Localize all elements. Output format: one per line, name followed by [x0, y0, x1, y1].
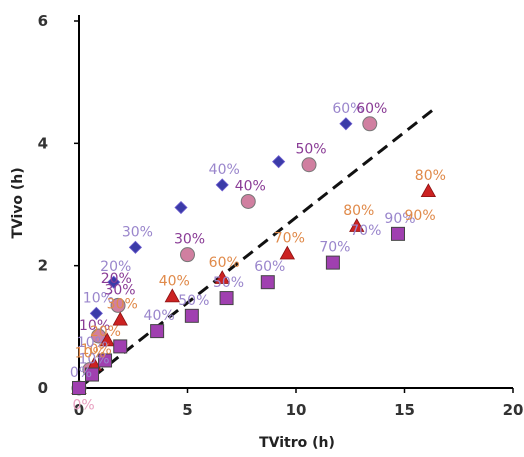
- x-tick-label: 5: [182, 401, 192, 419]
- annotation-label: 20%: [101, 271, 132, 287]
- point-label: 60%: [209, 255, 240, 271]
- point-label: 60%: [356, 101, 387, 117]
- diamond-point: [215, 178, 229, 192]
- y-tick-label: 4: [38, 134, 48, 152]
- point-label: 30%: [122, 224, 153, 240]
- point-label: 80%: [415, 168, 446, 184]
- x-axis-label: TVitro (h): [259, 435, 335, 451]
- y-axis-label: TVivo (h): [10, 167, 26, 238]
- annotation-label: 10%: [79, 318, 110, 334]
- point-label: 80%: [343, 203, 374, 219]
- triangle-point: [112, 311, 128, 326]
- annotation-label: 70%: [350, 223, 381, 239]
- triangle-point: [164, 288, 180, 303]
- circle-point: [362, 116, 378, 132]
- square-point: [98, 353, 113, 368]
- diamond-point: [89, 306, 103, 320]
- point-label: 40%: [144, 308, 175, 324]
- square-point: [150, 324, 165, 339]
- annotation-label: 20%: [90, 324, 121, 340]
- point-label: 30%: [174, 232, 205, 248]
- point-label: 10%: [83, 290, 114, 306]
- y-tick-label: 2: [38, 257, 48, 275]
- triangle-point: [214, 270, 230, 284]
- annotation-label: 10%: [77, 335, 108, 351]
- point-label: 30%: [107, 296, 138, 312]
- point-label: 20%: [100, 259, 131, 275]
- point-label: 60%: [254, 259, 285, 275]
- square-point: [72, 381, 86, 395]
- y-tick-label: 0: [38, 379, 48, 397]
- diamond-point: [128, 240, 142, 254]
- point-label: 10%: [78, 352, 109, 368]
- circle-point: [180, 247, 195, 263]
- point-label: 0%: [70, 365, 92, 381]
- diamond-point: [107, 275, 121, 289]
- triangle-point: [279, 245, 295, 260]
- square-point: [113, 339, 128, 354]
- point-label: 40%: [209, 162, 240, 178]
- point-label: 40%: [159, 273, 190, 289]
- x-tick-label: 15: [394, 401, 415, 419]
- annotation-label: 90%: [405, 208, 436, 224]
- square-point: [219, 291, 234, 306]
- axes: [78, 15, 513, 389]
- x-tick-label: 10: [286, 401, 307, 419]
- point-label: 50%: [295, 142, 326, 158]
- point-label: 50%: [213, 275, 244, 291]
- triangle-point: [99, 332, 115, 347]
- square-point: [184, 308, 199, 323]
- point-label: 70%: [319, 240, 350, 256]
- point-label: 60%: [332, 101, 363, 117]
- point-label: 30%: [104, 282, 135, 298]
- circle-point: [301, 157, 317, 173]
- triangle-point: [420, 183, 437, 198]
- point-label: 50%: [178, 293, 209, 309]
- data-points: [71, 116, 437, 396]
- point-label: 70%: [274, 230, 305, 246]
- square-point: [390, 226, 405, 241]
- point-label: 10%: [81, 342, 112, 358]
- square-point: [325, 255, 340, 270]
- annotation-label: 0%: [72, 397, 94, 413]
- x-tick-label: 0: [74, 401, 84, 419]
- triangle-point: [349, 218, 365, 232]
- point-label: 40%: [235, 178, 266, 194]
- annotation-label: 10%: [75, 345, 106, 361]
- diamond-point: [174, 200, 188, 215]
- circle-point: [110, 297, 126, 313]
- diamond-point: [339, 117, 353, 131]
- square-point: [85, 367, 100, 382]
- point-label: 90%: [384, 211, 415, 227]
- circle-point: [240, 193, 256, 209]
- y-tick-label: 6: [38, 12, 48, 30]
- square-point: [260, 275, 275, 290]
- point-labels: 10%20%30%40%60%30%30%40%50%60%10%30%40%6…: [70, 101, 446, 414]
- tick-labels: 0 5 10 15 20 0 2 4 6: [38, 12, 524, 419]
- x-tick-label: 20: [503, 401, 524, 419]
- diamond-point: [272, 155, 286, 169]
